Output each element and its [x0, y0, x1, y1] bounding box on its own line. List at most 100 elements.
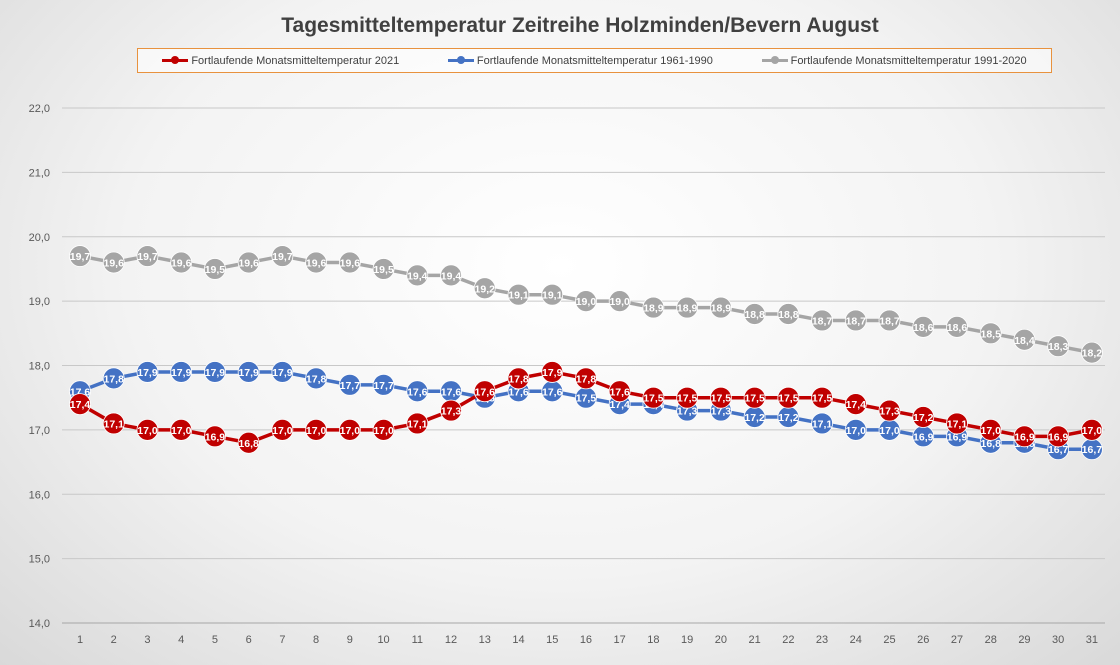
data-point-1991-2020: [305, 251, 328, 274]
data-point-2021: [676, 386, 699, 409]
data-label-2021: 17,3: [441, 406, 462, 418]
data-point-2021: [541, 361, 564, 383]
data-label-2021: 17,0: [272, 425, 293, 437]
data-label-1961-1990: 16,7: [1048, 444, 1069, 456]
legend-item-1991-2020: Fortlaufende Monatsmitteltemperatur 1991…: [761, 55, 1027, 67]
data-label-1961-1990: 17,7: [340, 380, 361, 392]
data-label-1991-2020: 18,5: [980, 328, 1001, 340]
data-label-2021: 17,0: [980, 425, 1001, 437]
data-label-2021: 17,5: [778, 393, 799, 405]
x-tick-label: 1: [77, 634, 83, 646]
data-point-1961-1990: [811, 412, 833, 435]
data-label-2021: 17,4: [70, 399, 91, 411]
data-point-1991-2020: [372, 258, 395, 280]
data-label-2021: 17,0: [373, 425, 394, 437]
data-label-1961-1990: 16,9: [913, 431, 934, 443]
data-point-1991-2020: [271, 245, 294, 267]
data-label-1961-1990: 16,8: [980, 438, 1001, 450]
data-label-1961-1990: 17,9: [238, 367, 259, 379]
data-point-2021: [271, 418, 294, 441]
x-tick-label: 3: [144, 634, 150, 646]
data-label-2021: 17,5: [677, 393, 698, 405]
data-label-1991-2020: 19,4: [407, 270, 428, 282]
legend-marker-2021: [162, 55, 189, 66]
data-label-1991-2020: 19,4: [441, 270, 462, 282]
data-label-1991-2020: 19,6: [306, 258, 327, 270]
data-point-2021: [440, 399, 462, 422]
data-label-2021: 17,3: [879, 406, 900, 418]
y-tick-label: 16,0: [29, 489, 50, 501]
y-tick-label: 18,0: [29, 361, 50, 373]
data-point-1961-1990: [338, 373, 361, 396]
data-point-1991-2020: [946, 315, 968, 338]
data-label-2021: 17,8: [576, 373, 597, 385]
x-tick-label: 14: [512, 634, 524, 646]
x-tick-label: 2: [111, 634, 117, 646]
data-point-1961-1990: [406, 380, 429, 403]
data-label-1991-2020: 19,1: [542, 290, 563, 302]
data-label-1991-2020: 19,6: [238, 258, 259, 270]
data-label-1991-2020: 18,8: [778, 309, 799, 321]
legend-label-2021: Fortlaufende Monatsmitteltemperatur 2021: [191, 54, 400, 67]
data-point-1961-1990: [204, 361, 226, 383]
data-label-1991-2020: 19,6: [340, 258, 361, 270]
data-label-2021: 17,4: [846, 399, 867, 411]
data-point-2021: [69, 393, 91, 416]
data-label-2021: 17,5: [643, 393, 664, 405]
data-point-1961-1990: [844, 418, 867, 441]
legend-item-1961-1990: Fortlaufende Monatsmitteltemperatur 1961…: [447, 55, 713, 67]
data-point-1991-2020: [440, 264, 462, 287]
data-point-2021: [1013, 425, 1036, 448]
data-point-1991-2020: [811, 309, 833, 332]
data-label-2021: 17,5: [744, 393, 765, 405]
x-tick-label: 4: [178, 634, 184, 646]
data-label-2021: 17,0: [171, 425, 192, 437]
data-label-1991-2020: 19,6: [171, 258, 192, 270]
data-point-1991-2020: [844, 309, 867, 332]
data-label-2021: 17,9: [542, 367, 563, 379]
x-tick-label: 17: [614, 634, 626, 646]
data-label-1991-2020: 19,7: [272, 251, 293, 263]
data-point-1991-2020: [69, 245, 91, 267]
data-label-1991-2020: 18,9: [643, 303, 664, 315]
legend-item-2021: Fortlaufende Monatsmitteltemperatur 2021: [162, 55, 399, 67]
data-point-2021: [777, 386, 800, 409]
data-label-1991-2020: 19,0: [576, 296, 597, 308]
x-tick-label: 13: [479, 634, 491, 646]
x-tick-label: 30: [1052, 634, 1064, 646]
data-label-1961-1990: 17,1: [812, 418, 833, 430]
data-label-1991-2020: 19,7: [70, 251, 91, 263]
data-point-1961-1990: [237, 361, 260, 383]
data-point-1961-1990: [305, 367, 328, 390]
x-tick-label: 7: [279, 634, 285, 646]
data-point-2021: [979, 418, 1002, 441]
x-tick-label: 10: [377, 634, 389, 646]
data-point-2021: [912, 406, 935, 428]
data-label-2021: 17,6: [609, 386, 630, 398]
data-label-2021: 17,0: [306, 425, 327, 437]
data-label-1991-2020: 18,8: [744, 309, 765, 321]
data-label-2021: 16,8: [238, 438, 259, 450]
data-label-2021: 16,9: [205, 431, 226, 443]
x-tick-label: 19: [681, 634, 693, 646]
data-label-1961-1990: 17,2: [744, 412, 765, 424]
data-label-1991-2020: 18,9: [711, 303, 732, 315]
x-tick-label: 23: [816, 634, 828, 646]
data-label-2021: 17,1: [407, 418, 428, 430]
data-point-2021: [170, 418, 193, 441]
data-label-1991-2020: 19,5: [373, 264, 394, 276]
x-tick-label: 29: [1018, 634, 1030, 646]
data-label-1991-2020: 19,0: [609, 296, 630, 308]
y-tick-label: 15,0: [29, 554, 50, 566]
data-label-1991-2020: 18,3: [1048, 341, 1069, 353]
data-label-1991-2020: 18,6: [913, 322, 934, 334]
data-label-1961-1990: 17,6: [508, 386, 529, 398]
data-point-2021: [575, 367, 597, 390]
data-label-1991-2020: 19,6: [104, 258, 125, 270]
data-point-1991-2020: [1081, 341, 1103, 364]
data-label-1961-1990: 17,9: [171, 367, 192, 379]
data-label-2021: 17,8: [508, 373, 529, 385]
data-point-2021: [305, 418, 328, 441]
